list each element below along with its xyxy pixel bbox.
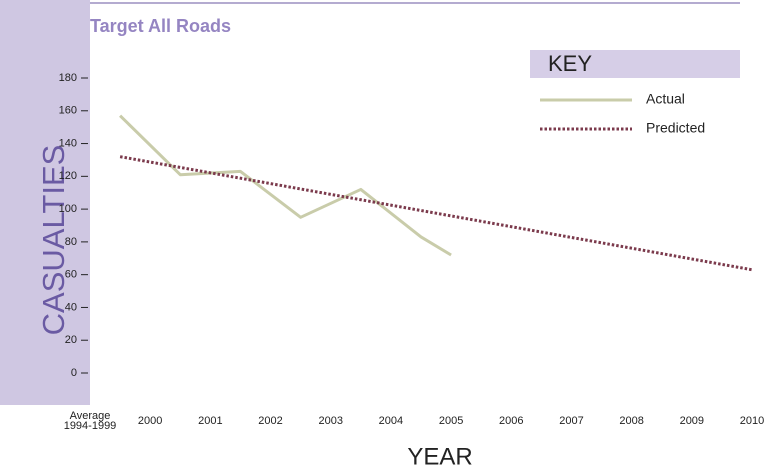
y-tick-label: 120	[59, 170, 77, 182]
y-tick-label: 0	[71, 367, 77, 379]
x-axis-label: YEAR	[407, 443, 472, 470]
legend-label: Predicted	[646, 120, 705, 136]
y-axis-label: CASUALTIES	[36, 145, 71, 336]
y-band	[0, 0, 90, 405]
chart-title: Target All Roads	[90, 16, 231, 36]
x-tick-label: 2002	[258, 415, 283, 427]
y-tick-label: 40	[65, 301, 77, 313]
x-tick-label: 2005	[438, 415, 464, 427]
y-tick-label: 80	[65, 236, 77, 248]
x-tick-label: 2001	[198, 415, 223, 427]
x-tick-label: 2009	[679, 415, 705, 427]
x-tick-label: 2006	[499, 415, 524, 427]
y-tick-label: 140	[59, 137, 77, 149]
x-tick-label: Average 1994-1999	[63, 410, 117, 432]
y-tick-label: 20	[65, 334, 77, 346]
y-tick-label: 160	[59, 105, 77, 117]
x-tick-label: 2004	[378, 415, 404, 427]
legend-title: KEY	[548, 51, 592, 76]
x-tick-label: 2008	[619, 415, 644, 427]
legend-label: Actual	[646, 91, 685, 107]
y-tick-label: 100	[59, 203, 77, 215]
legend-header	[530, 50, 740, 78]
y-tick-label: 180	[59, 72, 77, 84]
line-predicted	[119, 155, 753, 272]
y-tick-label: 60	[65, 269, 77, 281]
x-tick-label: 2010	[739, 415, 765, 427]
line-actual	[119, 114, 452, 257]
x-tick-label: 2007	[559, 415, 584, 427]
x-tick-label: 2003	[318, 415, 343, 427]
x-tick-label: 2000	[137, 415, 163, 427]
